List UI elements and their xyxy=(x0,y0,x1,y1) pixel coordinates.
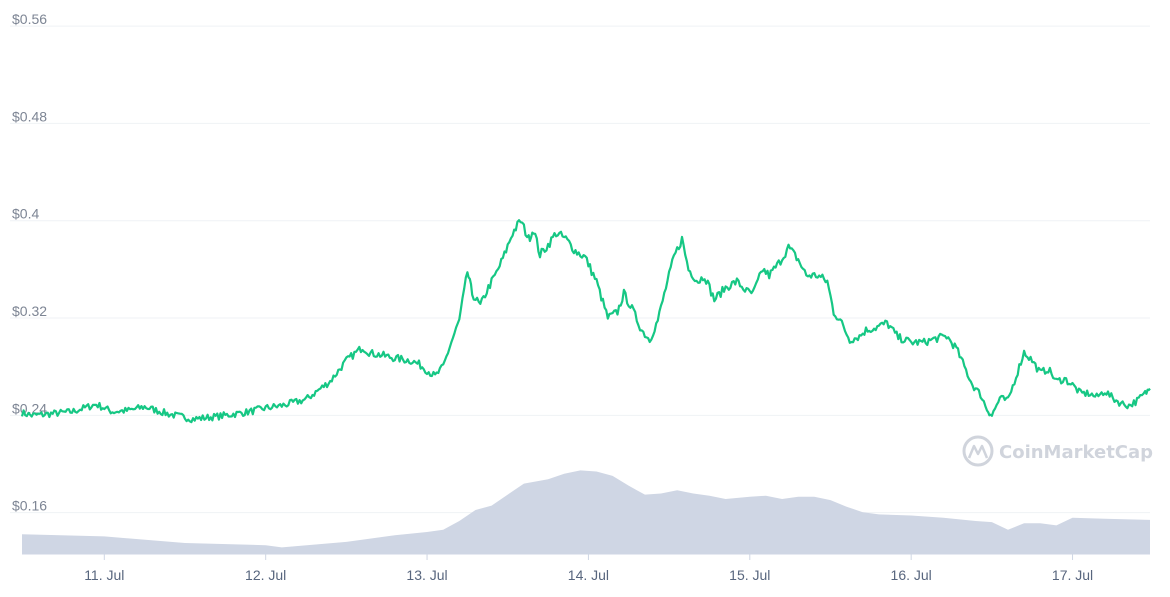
x-tick-label: 12. Jul xyxy=(245,567,286,583)
y-tick-label: $0.24 xyxy=(12,400,47,416)
x-tick-label: 15. Jul xyxy=(729,567,770,583)
x-tick-label: 11. Jul xyxy=(84,567,124,583)
y-tick-label: $0.48 xyxy=(12,108,47,124)
coinmarketcap-logo-icon xyxy=(962,435,994,467)
x-tick-label: 17. Jul xyxy=(1052,567,1093,583)
x-tick-label: 14. Jul xyxy=(568,567,609,583)
x-tick-label: 13. Jul xyxy=(406,567,447,583)
y-tick-label: $0.56 xyxy=(12,11,47,27)
y-tick-label: $0.32 xyxy=(12,303,47,319)
y-axis-ticks: $0.56 $0.48 $0.4 $0.32 $0.24 $0.16 xyxy=(12,11,47,514)
watermark: CoinMarketCap xyxy=(962,435,1153,467)
x-axis-ticks: 11. Jul 12. Jul 13. Jul 14. Jul 15. Jul 16. J… xyxy=(84,554,1093,583)
y-tick-label: $0.16 xyxy=(12,498,47,514)
y-tick-label: $0.4 xyxy=(12,206,39,222)
watermark-text: CoinMarketCap xyxy=(999,442,1153,463)
x-tick-label: 16. Jul xyxy=(891,567,932,583)
volume-area xyxy=(22,470,1150,554)
grid-lines xyxy=(10,25,1150,514)
price-line xyxy=(20,219,1151,424)
